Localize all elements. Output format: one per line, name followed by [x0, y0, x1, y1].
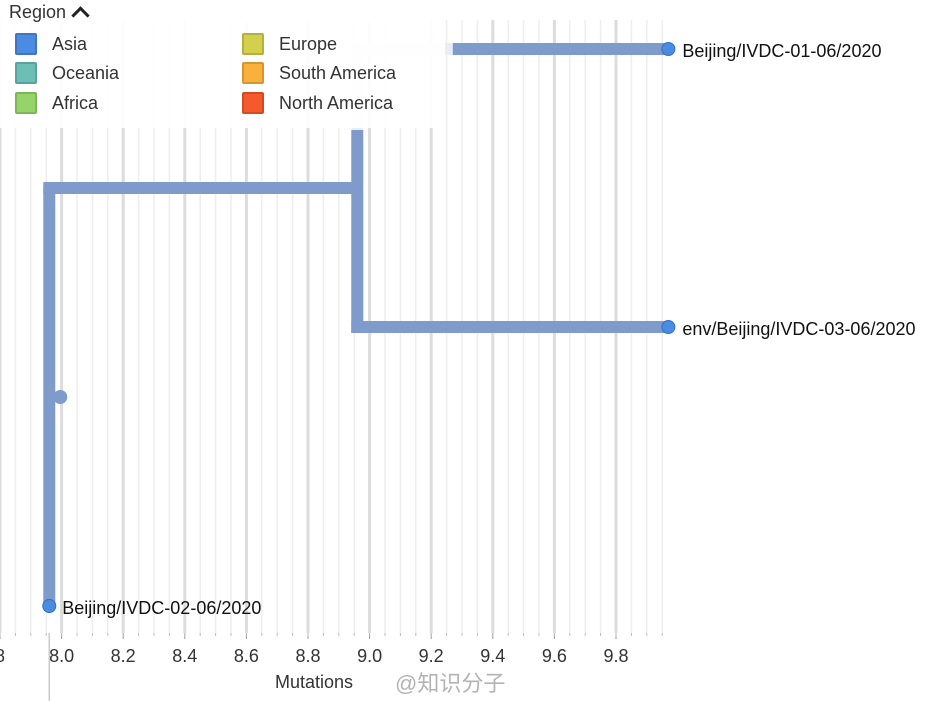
tip-node — [661, 320, 676, 334]
x-tick-label: 8.8 — [295, 646, 320, 666]
legend-title: Region — [9, 2, 67, 22]
legend-label: Africa — [52, 92, 99, 113]
legend-item-south-america[interactable]: South America — [242, 62, 396, 84]
tip-label: Beijing/IVDC-01-06/2020 — [682, 41, 881, 61]
region-legend: Region Asia Oceania Africa Europe South … — [0, 0, 445, 128]
legend-label: Europe — [279, 33, 338, 54]
tip-label: Beijing/IVDC-02-06/2020 — [62, 598, 261, 618]
x-tick-label: 8.0 — [49, 646, 74, 666]
x-tick-label: 9.8 — [603, 646, 628, 666]
tip-node — [42, 599, 57, 613]
legend-item-north-america[interactable]: North America — [242, 92, 393, 114]
x-axis: 8 8.0 8.2 8.4 8.6 8.8 9.0 9.2 9.4 9.6 9.8 — [0, 633, 663, 701]
legend-swatch — [242, 92, 264, 114]
legend-label: Asia — [52, 33, 88, 54]
legend-swatch — [15, 33, 37, 55]
watermark: @知识分子 — [395, 671, 506, 696]
chevron-up-icon — [71, 6, 90, 25]
legend-swatch — [15, 92, 37, 114]
legend-label: Oceania — [52, 62, 120, 83]
tree-branches — [43, 43, 669, 606]
x-tick-label: 9.2 — [419, 646, 444, 666]
legend-item-africa[interactable]: Africa — [15, 92, 98, 114]
x-tick-label: 8.2 — [111, 646, 136, 666]
x-tick-label: 8.6 — [234, 646, 259, 666]
x-axis-title: Mutations — [275, 672, 353, 692]
legend-item-oceania[interactable]: Oceania — [15, 62, 119, 84]
x-tick-label: 9.0 — [357, 646, 382, 666]
tip-label: env/Beijing/IVDC-03-06/2020 — [682, 319, 915, 339]
legend-swatch — [15, 62, 37, 84]
legend-item-europe[interactable]: Europe — [242, 33, 337, 55]
tip-node — [661, 42, 676, 56]
legend-item-asia[interactable]: Asia — [15, 33, 87, 55]
legend-label: South America — [279, 62, 397, 83]
x-tick-label: 9.4 — [480, 646, 505, 666]
tree-tips: Beijing/IVDC-01-06/2020 env/Beijing/IVDC-… — [42, 41, 916, 618]
x-tick-label: 8 — [0, 646, 5, 666]
legend-swatch — [242, 33, 264, 55]
x-tick-label: 9.6 — [542, 646, 567, 666]
legend-swatch — [242, 62, 264, 84]
root-node — [53, 390, 68, 404]
x-tick-label: 8.4 — [172, 646, 197, 666]
legend-toggle[interactable]: Region — [9, 2, 90, 25]
legend-label: North America — [279, 92, 394, 113]
